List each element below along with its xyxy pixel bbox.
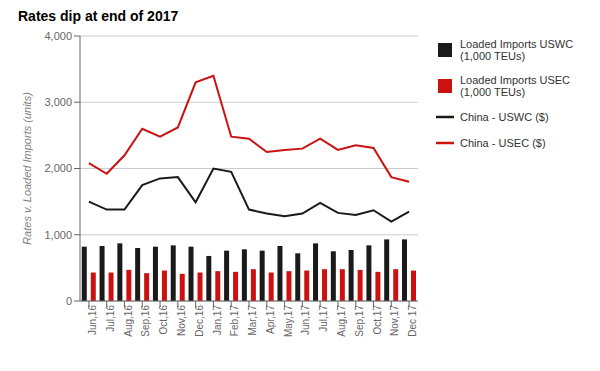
- html-text:Loaded Imports USEC (1,000 TEU: Loaded Imports USEC (1,000 TEUs): [460, 74, 571, 98]
- svg-text:Sep,17: Sep,17: [354, 305, 365, 337]
- svg-text:Feb,17: Feb,17: [229, 305, 240, 337]
- svg-text:Aug,17: Aug,17: [336, 305, 347, 337]
- svg-text:Sep,16: Sep,16: [140, 305, 151, 337]
- svg-text:3,000: 3,000: [44, 96, 72, 108]
- html-text:China - USEC ($): China - USEC ($): [460, 137, 546, 149]
- svg-text:2,000: 2,000: [44, 162, 72, 174]
- svg-text:Aug,16: Aug,16: [123, 305, 134, 337]
- svg-text:Oct,17: Oct,17: [372, 305, 383, 335]
- svg-text:Jun,17: Jun,17: [300, 305, 311, 335]
- svg-text:Nov,17: Nov,17: [389, 305, 400, 336]
- html-text:China - USWC ($): China - USWC ($): [460, 111, 549, 123]
- svg-text:0: 0: [66, 295, 72, 307]
- svg-text:Nov,16: Nov,16: [176, 305, 187, 336]
- html-text:Loaded Imports USWC (1,000 TEU: Loaded Imports USWC (1,000 TEUs): [460, 38, 574, 62]
- svg-text:Jan,17: Jan,17: [212, 305, 223, 335]
- svg-text:Dec,16: Dec,16: [194, 305, 205, 337]
- svg-text:Jul,17: Jul,17: [318, 305, 329, 332]
- svg-text:1,000: 1,000: [44, 229, 72, 241]
- svg-text:Dec 17: Dec 17: [407, 305, 418, 337]
- svg-text:Jun,16: Jun,16: [87, 305, 98, 335]
- html-text:Rates dip at end of 2017: Rates dip at end of 2017: [18, 8, 179, 24]
- svg-text:Jul,16: Jul,16: [105, 305, 116, 332]
- svg-text:May,17: May,17: [283, 305, 294, 337]
- svg-text:4,000: 4,000: [44, 30, 72, 42]
- svg-text:Mar,17: Mar,17: [247, 305, 258, 336]
- svg-text:Rates v. Loaded Imports (units: Rates v. Loaded Imports (units): [21, 92, 33, 245]
- svg-text:Oct,16: Oct,16: [158, 305, 169, 335]
- svg-text:Apr,17: Apr,17: [265, 305, 276, 334]
